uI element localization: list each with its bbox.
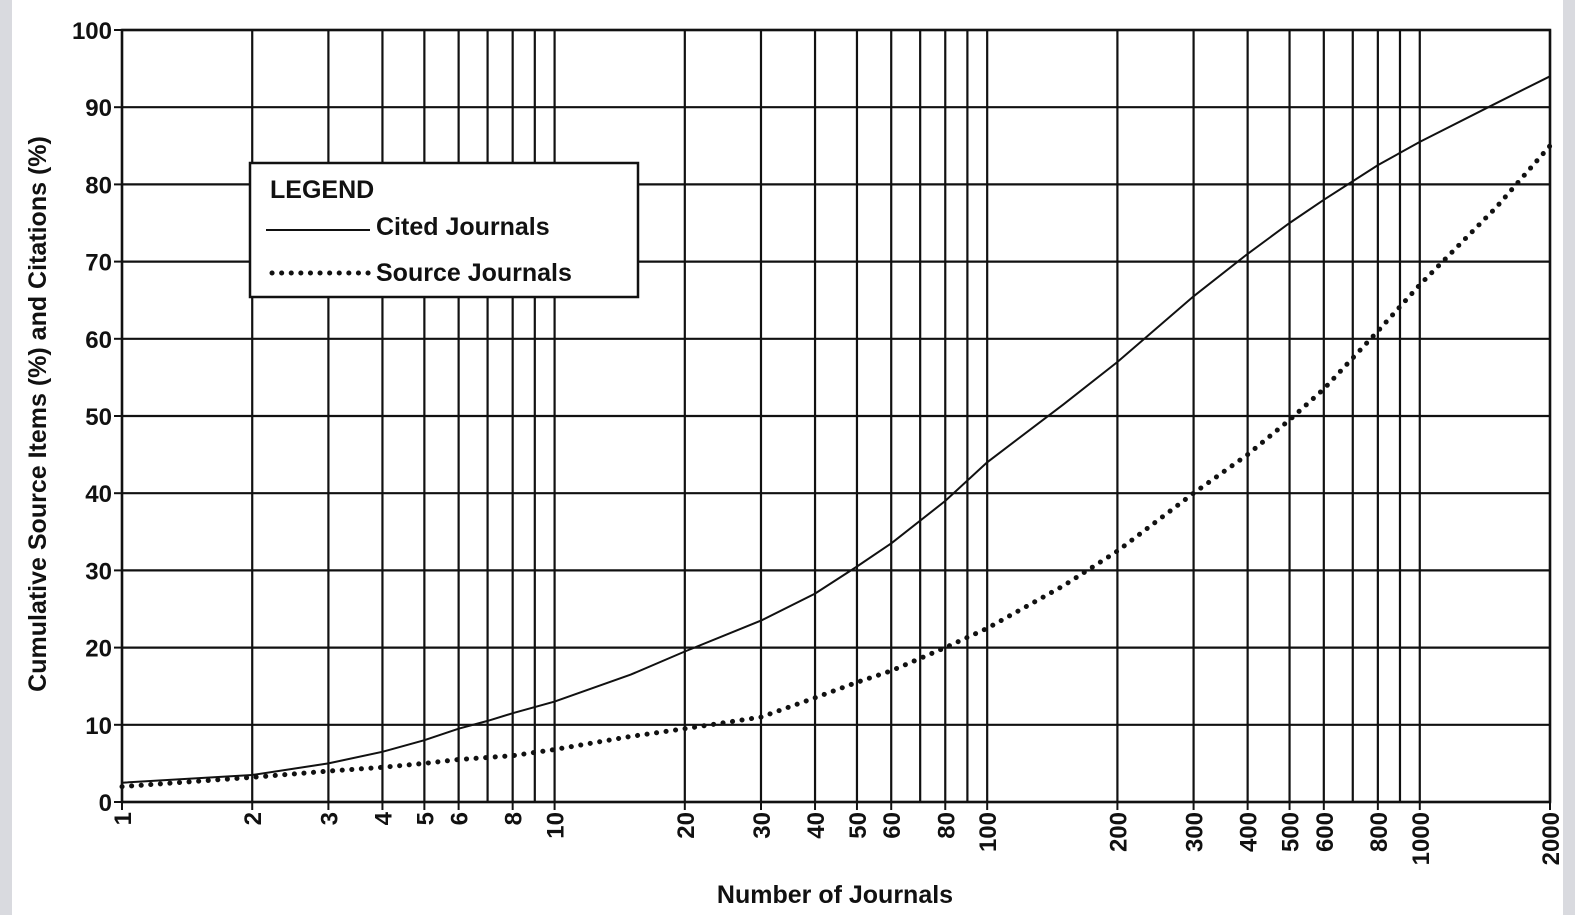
- x-tick-label: 400: [1236, 812, 1263, 852]
- x-tick-label: 1: [110, 812, 137, 825]
- x-tick-label: 2000: [1538, 812, 1565, 865]
- y-tick-label: 70: [85, 250, 112, 277]
- grid-lines: [120, 28, 1552, 804]
- y-tick-label: 80: [85, 172, 112, 199]
- x-tick-label: 800: [1366, 812, 1393, 852]
- series-line-cited-journals: [121, 75, 1551, 784]
- x-tick-label: 30: [749, 812, 776, 839]
- series-line-source-journals: [119, 143, 1553, 790]
- x-tick-label: 2: [240, 812, 267, 825]
- x-tick-label: 8: [501, 812, 528, 825]
- y-tick-label: 40: [85, 481, 112, 508]
- y-tick-label: 90: [85, 95, 112, 122]
- y-axis-title: Cumulative Source Items (%) and Citation…: [24, 136, 52, 692]
- x-axis-title: Number of Journals: [717, 881, 953, 909]
- x-tick-label: 100: [975, 812, 1002, 852]
- x-tick-label: 600: [1312, 812, 1339, 852]
- x-tick-label: 500: [1278, 812, 1305, 852]
- right-border-strip: [1563, 0, 1575, 915]
- legend: LEGEND Cited Journals Source Journals: [248, 161, 640, 299]
- legend-label-source: Source Journals: [376, 259, 572, 287]
- x-tick-label: 10: [543, 812, 570, 839]
- series-lines: [119, 75, 1553, 790]
- x-tick-label: 50: [845, 812, 872, 839]
- y-tick-label: 60: [85, 327, 112, 354]
- y-tick-label: 30: [85, 558, 112, 585]
- y-tick-label: 10: [85, 713, 112, 740]
- x-tick-label: 60: [879, 812, 906, 839]
- legend-title: LEGEND: [270, 176, 374, 204]
- y-tick-label: 0: [99, 790, 112, 817]
- x-tick-label: 4: [370, 811, 397, 825]
- x-tick-label: 80: [933, 812, 960, 839]
- x-tick-label: 200: [1105, 812, 1132, 852]
- x-tick-label: 20: [673, 812, 700, 839]
- left-border-strip: [0, 0, 12, 915]
- x-tick-label: 300: [1182, 812, 1209, 852]
- y-tick-label: 100: [72, 18, 112, 45]
- legend-label-cited: Cited Journals: [376, 213, 550, 241]
- y-tick-label: 50: [85, 404, 112, 431]
- x-tick-label: 1000: [1408, 812, 1435, 865]
- x-tick-label: 3: [316, 812, 343, 825]
- x-tick-label: 6: [447, 812, 474, 825]
- y-tick-label: 20: [85, 636, 112, 663]
- x-tick-label: 5: [412, 812, 439, 825]
- x-tick-label: 40: [803, 812, 830, 839]
- x-tick-labels: 1 2 3 4 5 6 8 10 20 30 40 50 60 80 100 200 300 400 500 600 8…: [110, 802, 1565, 865]
- legend-box: [248, 161, 640, 299]
- y-tick-labels: 0 10 20 30 40 50 60 70 80 90 100: [72, 18, 122, 817]
